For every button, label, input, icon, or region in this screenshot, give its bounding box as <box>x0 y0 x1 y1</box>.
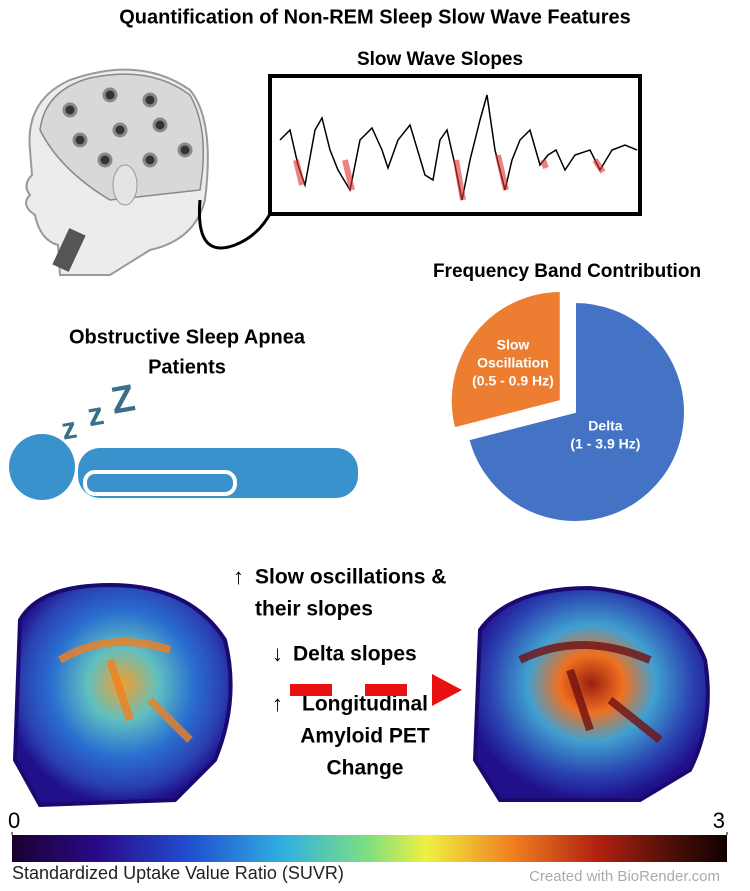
pie-label: (1 - 3.9 Hz) <box>570 435 640 451</box>
colorbar-tick-label: 0 <box>8 808 20 833</box>
snore-z: z <box>84 395 106 433</box>
pie-slice <box>449 289 562 430</box>
colorbar <box>12 835 727 862</box>
finding-text: Longitudinal <box>302 693 428 716</box>
pie-slice <box>467 300 686 523</box>
snore-z: z <box>59 412 80 447</box>
pie-label: Slow <box>497 337 530 353</box>
title: Quantification of Non-REM Sleep Slow Wav… <box>119 6 631 28</box>
finding-arrow: ↑ <box>233 564 244 589</box>
finding-text: Delta slopes <box>293 643 417 666</box>
eeg-title: Slow Wave Slopes <box>357 49 523 70</box>
finding-text: their slopes <box>255 598 373 621</box>
eeg-box <box>268 74 642 216</box>
pie-label: (0.5 - 0.9 Hz) <box>472 373 554 389</box>
finding-arrow: ↑ <box>272 691 283 716</box>
pie-label: Delta <box>588 417 622 433</box>
finding-arrow: ↓ <box>272 641 283 666</box>
patients-line: Patients <box>148 356 226 378</box>
snore-z: Z <box>108 377 138 422</box>
pie: Delta (1 - 3.9 Hz) Slow Oscillation (0.5 - 0… <box>449 289 686 523</box>
pet-brain-after <box>472 585 710 802</box>
patient-icon <box>9 434 358 500</box>
colorbar-tick-label: 3 <box>713 808 725 833</box>
pie-label: Oscillation <box>477 355 549 371</box>
patients-line: Obstructive Sleep Apnea <box>69 326 306 348</box>
credit: Created with BioRender.com <box>529 868 720 885</box>
finding-text: Change <box>326 757 403 780</box>
dashed-arrow <box>290 674 462 706</box>
pie-title: Frequency Band Contribution <box>433 261 701 282</box>
eeg-head-icon <box>25 68 274 276</box>
pet-brain-before <box>12 582 233 808</box>
slope-highlights <box>293 154 606 201</box>
finding-text: Amyloid PET <box>300 725 430 748</box>
finding-text: Slow oscillations & <box>255 566 446 589</box>
colorbar-label: Standardized Uptake Value Ratio (SUVR) <box>12 863 344 883</box>
